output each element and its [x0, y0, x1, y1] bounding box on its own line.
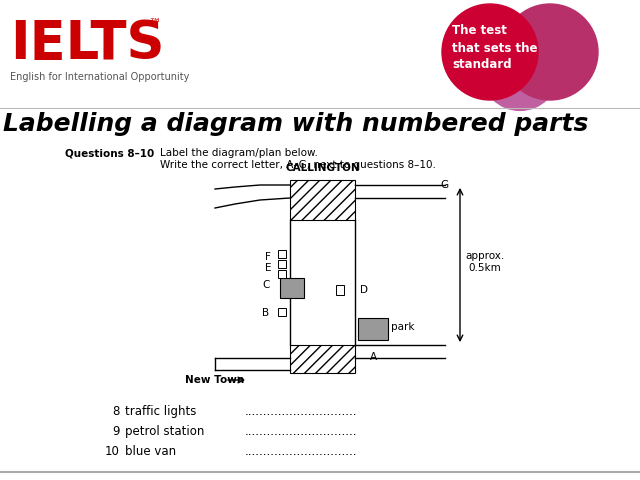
- Bar: [278, 250, 286, 258]
- Text: traffic lights: traffic lights: [125, 405, 196, 418]
- Bar: [336, 285, 344, 295]
- Bar: [358, 318, 388, 340]
- Text: blue van: blue van: [125, 445, 176, 458]
- Text: IELTS: IELTS: [10, 18, 164, 70]
- Circle shape: [442, 4, 538, 100]
- Bar: [278, 308, 286, 316]
- Text: Questions 8–10: Questions 8–10: [65, 148, 154, 158]
- Text: D: D: [360, 285, 368, 295]
- Text: The test
that sets the
standard: The test that sets the standard: [452, 24, 538, 72]
- Text: C: C: [262, 280, 269, 290]
- Bar: [278, 270, 286, 278]
- Text: ..............................: ..............................: [245, 405, 358, 418]
- Circle shape: [482, 34, 558, 110]
- Bar: [280, 278, 304, 298]
- Bar: [290, 345, 355, 373]
- Text: New Town: New Town: [185, 375, 244, 385]
- Text: ..............................: ..............................: [245, 425, 358, 438]
- Text: G: G: [440, 180, 448, 190]
- Text: B: B: [262, 308, 269, 318]
- Text: 8: 8: [113, 405, 120, 418]
- Text: English for International Opportunity: English for International Opportunity: [10, 72, 189, 82]
- Text: ..............................: ..............................: [245, 445, 358, 458]
- Bar: [290, 180, 355, 220]
- Text: A: A: [370, 352, 377, 362]
- Text: 9: 9: [113, 425, 120, 438]
- Text: E: E: [265, 263, 271, 273]
- Text: petrol station: petrol station: [125, 425, 204, 438]
- Text: ™: ™: [148, 18, 161, 31]
- Text: CALLINGTON: CALLINGTON: [285, 163, 360, 173]
- Text: Write the correct letter, A–G, next to questions 8–10.: Write the correct letter, A–G, next to q…: [160, 160, 436, 170]
- Text: approx.
0.5km: approx. 0.5km: [465, 251, 504, 273]
- Text: Label the diagram/plan below.: Label the diagram/plan below.: [160, 148, 318, 158]
- Text: 10: 10: [105, 445, 120, 458]
- Circle shape: [502, 4, 598, 100]
- Text: park: park: [391, 322, 415, 332]
- Text: Labelling a diagram with numbered parts: Labelling a diagram with numbered parts: [3, 112, 588, 136]
- Text: F: F: [265, 252, 271, 262]
- Bar: [278, 260, 286, 268]
